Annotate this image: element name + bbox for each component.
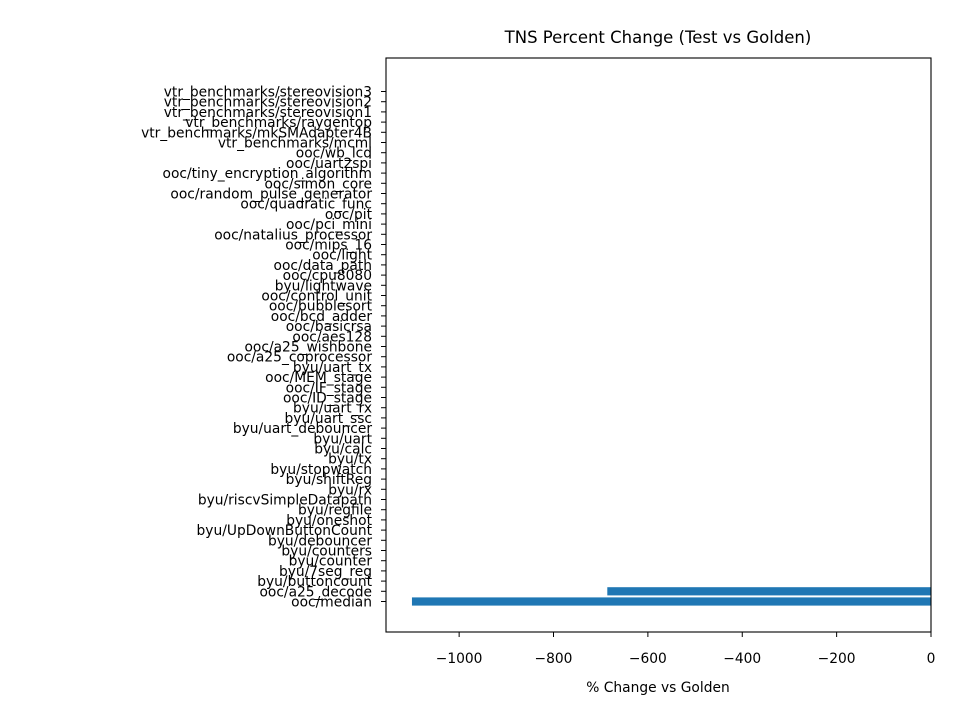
y-tick-label: byu/counter <box>289 554 373 570</box>
y-tick-label: ooc/quadratic_func <box>240 197 372 213</box>
y-tick-label: vtr_benchmarks/mcml <box>218 136 372 152</box>
y-tick-label: byu/rx <box>328 482 372 498</box>
y-tick-label: ooc/pci_mini <box>286 217 372 233</box>
x-tick-label: −400 <box>723 651 761 667</box>
y-tick-label: byu/uart_ssc <box>285 411 372 427</box>
y-tick-label: ooc/ID_stage <box>283 391 372 407</box>
y-tick-label: ooc/control_unit <box>261 289 372 305</box>
y-tick-label: ooc/tiny_encryption_algorithm <box>163 166 373 182</box>
y-tick-label: byu/uart <box>313 431 372 447</box>
y-tick-label: ooc/MEM_stage <box>265 370 372 386</box>
bar <box>411 597 931 606</box>
y-tick-label: ooc/a25_coprocessor <box>227 350 373 366</box>
x-tick-label: −1000 <box>436 651 483 667</box>
x-tick-label: −600 <box>629 651 667 667</box>
y-axis-ticks: ooc/medianooc/a25_decodebyu/buttoncountb… <box>141 85 386 611</box>
y-tick-label: byu/uart_rx <box>293 401 372 417</box>
y-tick-label: ooc/simon_core <box>264 176 372 192</box>
x-tick-label: 0 <box>927 651 936 667</box>
y-tick-label: ooc/light <box>312 248 372 264</box>
x-tick-label: −800 <box>535 651 573 667</box>
y-tick-label: byu/counters <box>281 544 372 560</box>
y-tick-label: ooc/bcd_adder <box>271 309 373 325</box>
y-tick-label: byu/riscvSimpleDatapath <box>198 493 372 509</box>
y-tick-label: byu/uart_tx <box>293 360 372 376</box>
y-tick-label: vtr_benchmarks/stereovision3 <box>164 85 372 101</box>
y-tick-label: byu/calc <box>314 442 372 458</box>
y-tick-label: ooc/median <box>291 595 372 611</box>
y-tick-label: vtr_benchmarks/stereovision2 <box>164 95 372 111</box>
y-tick-label: ooc/cpu8080 <box>283 268 372 284</box>
y-tick-label: byu/buttoncount <box>257 574 372 590</box>
y-tick-label: ooc/data_path <box>274 258 372 274</box>
y-tick-label: byu/regfile <box>298 503 372 519</box>
x-axis-ticks: −1000 −800 −600 −400 −200 0 <box>436 632 936 667</box>
y-tick-label: byu/oneshot <box>286 513 372 529</box>
y-tick-label: byu/debouncer <box>268 533 372 549</box>
y-tick-label: byu/shiftReg <box>286 472 372 488</box>
x-tick-label: −200 <box>818 651 856 667</box>
y-tick-label: ooc/random_pulse_generator <box>170 187 372 203</box>
y-tick-label: byu/UpDownButtonCount <box>197 523 373 539</box>
y-tick-label: vtr_benchmarks/stereovision1 <box>164 105 372 121</box>
y-tick-label: ooc/a25_wishbone <box>244 340 372 356</box>
x-axis-label: % Change vs Golden <box>586 680 729 696</box>
y-tick-label: byu/7seg_reg <box>279 564 372 580</box>
y-tick-label: ooc/uart2spi <box>286 156 372 172</box>
chart-title: TNS Percent Change (Test vs Golden) <box>504 28 812 47</box>
y-tick-label: ooc/basicrsa <box>286 319 372 335</box>
y-tick-label: ooc/natalius_processor <box>214 227 372 243</box>
y-tick-label: byu/uart_debouncer <box>233 421 373 437</box>
y-tick-label: ooc/a25_decode <box>259 584 372 600</box>
y-tick-label: ooc/mips_16 <box>285 238 372 254</box>
y-tick-label: byu/stopwatch <box>270 462 372 478</box>
y-tick-label: ooc/wb_lcd <box>296 146 372 162</box>
y-tick-label: vtr_benchmarks/raygentop <box>185 115 372 131</box>
y-tick-label: byu/lightwave <box>275 278 372 294</box>
y-tick-label: vtr_benchmarks/mkSMAdapter4B <box>141 125 372 141</box>
y-tick-label: ooc/bubblesort <box>269 299 373 315</box>
plot-frame <box>385 57 932 633</box>
y-tick-label: byu/tx <box>328 452 372 468</box>
y-tick-label: ooc/IF_stage <box>286 380 372 396</box>
y-tick-label: ooc/pit <box>325 207 373 223</box>
bar <box>607 587 931 596</box>
y-tick-label: ooc/aes128 <box>292 329 372 345</box>
